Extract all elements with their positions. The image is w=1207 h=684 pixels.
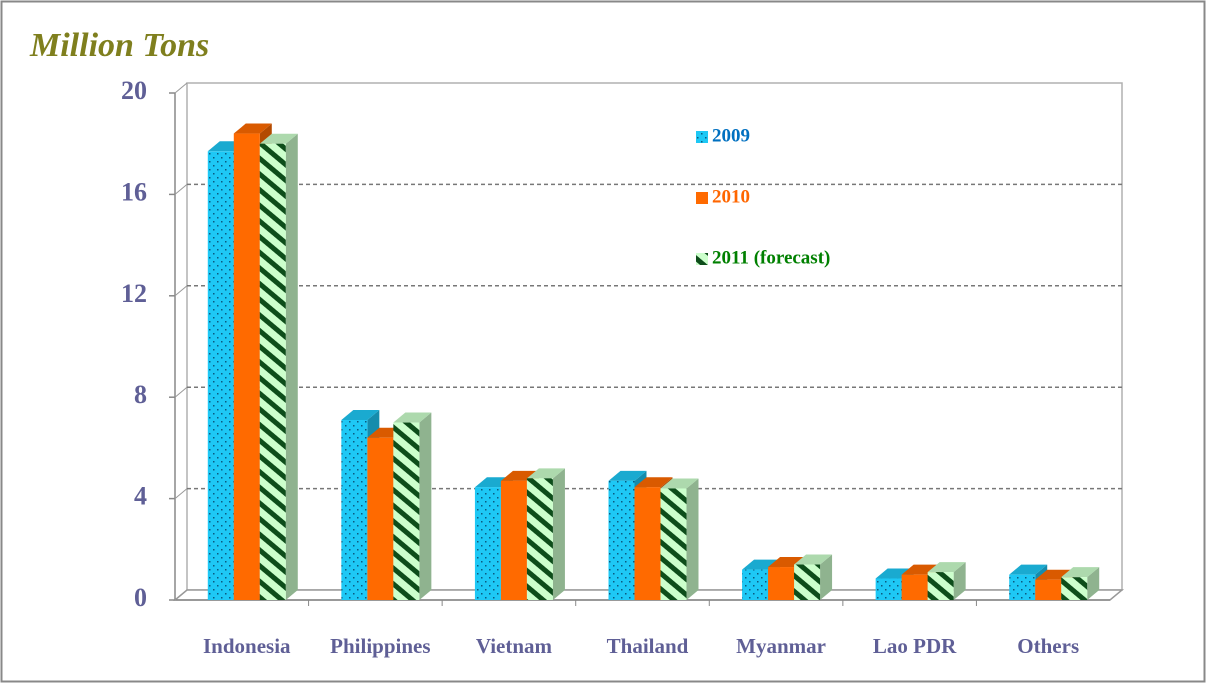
x-tick-label: Lao PDR	[873, 634, 957, 658]
bar	[526, 478, 553, 600]
bar	[474, 487, 501, 600]
side-grid	[174, 82, 188, 94]
bar-side	[953, 562, 966, 600]
y-tick-label: 20	[121, 76, 147, 105]
legend-swatch	[696, 253, 708, 265]
bar	[634, 487, 661, 600]
bar	[341, 420, 368, 600]
bar	[768, 567, 795, 600]
bar-top	[393, 412, 432, 423]
x-tick-label: Myanmar	[736, 634, 826, 658]
x-tick-label: Indonesia	[203, 634, 291, 658]
legend-label: 2010	[712, 186, 750, 207]
y-tick-label: 4	[134, 482, 147, 511]
bar	[742, 569, 769, 600]
bar-top	[259, 133, 298, 144]
side-grid	[174, 488, 188, 499]
bar	[901, 574, 928, 600]
bar-side	[419, 412, 432, 600]
bar	[1061, 577, 1088, 600]
y-tick-label: 12	[121, 279, 147, 308]
bar-top	[927, 562, 966, 573]
bar-top	[608, 470, 647, 481]
bar-side	[1087, 567, 1100, 600]
bar	[207, 151, 234, 600]
y-tick-label: 16	[121, 177, 147, 206]
bar	[500, 480, 527, 600]
bar	[393, 422, 420, 600]
bar	[794, 564, 821, 600]
x-tick-label: Others	[1017, 634, 1079, 658]
bar-top	[341, 410, 380, 421]
bar	[608, 480, 635, 600]
x-tick-label: Thailand	[607, 634, 689, 658]
x-tick-label: Vietnam	[476, 634, 553, 658]
bar	[233, 133, 260, 600]
bar-side	[820, 554, 833, 600]
bar-top	[526, 468, 565, 479]
bar	[660, 488, 687, 600]
chart-title: Million Tons	[29, 27, 209, 64]
y-tick-label: 0	[134, 583, 147, 612]
y-tick-label: 8	[134, 380, 147, 409]
bar-top	[1061, 567, 1100, 578]
legend-swatch	[696, 192, 708, 204]
bar-side	[552, 468, 565, 600]
legend-label: 2011 (forecast)	[712, 247, 830, 268]
bar	[259, 143, 286, 600]
side-grid	[174, 386, 188, 398]
bar-top	[233, 123, 272, 134]
bar-top	[634, 477, 673, 488]
legend-label: 2009	[712, 125, 750, 146]
bar-top	[660, 478, 699, 489]
side-grid	[174, 285, 188, 297]
bar-top	[794, 554, 833, 565]
x-tick-label: Philippines	[330, 634, 430, 658]
side-grid	[174, 589, 188, 601]
bar	[927, 572, 954, 600]
bar	[1009, 574, 1036, 600]
side-grid	[174, 184, 188, 195]
bar	[1035, 579, 1062, 600]
bar	[875, 578, 902, 600]
bar-side	[686, 478, 699, 600]
legend-swatch	[696, 131, 708, 143]
bar-side	[285, 133, 298, 600]
bar-top	[1009, 564, 1048, 575]
bar	[367, 437, 394, 600]
